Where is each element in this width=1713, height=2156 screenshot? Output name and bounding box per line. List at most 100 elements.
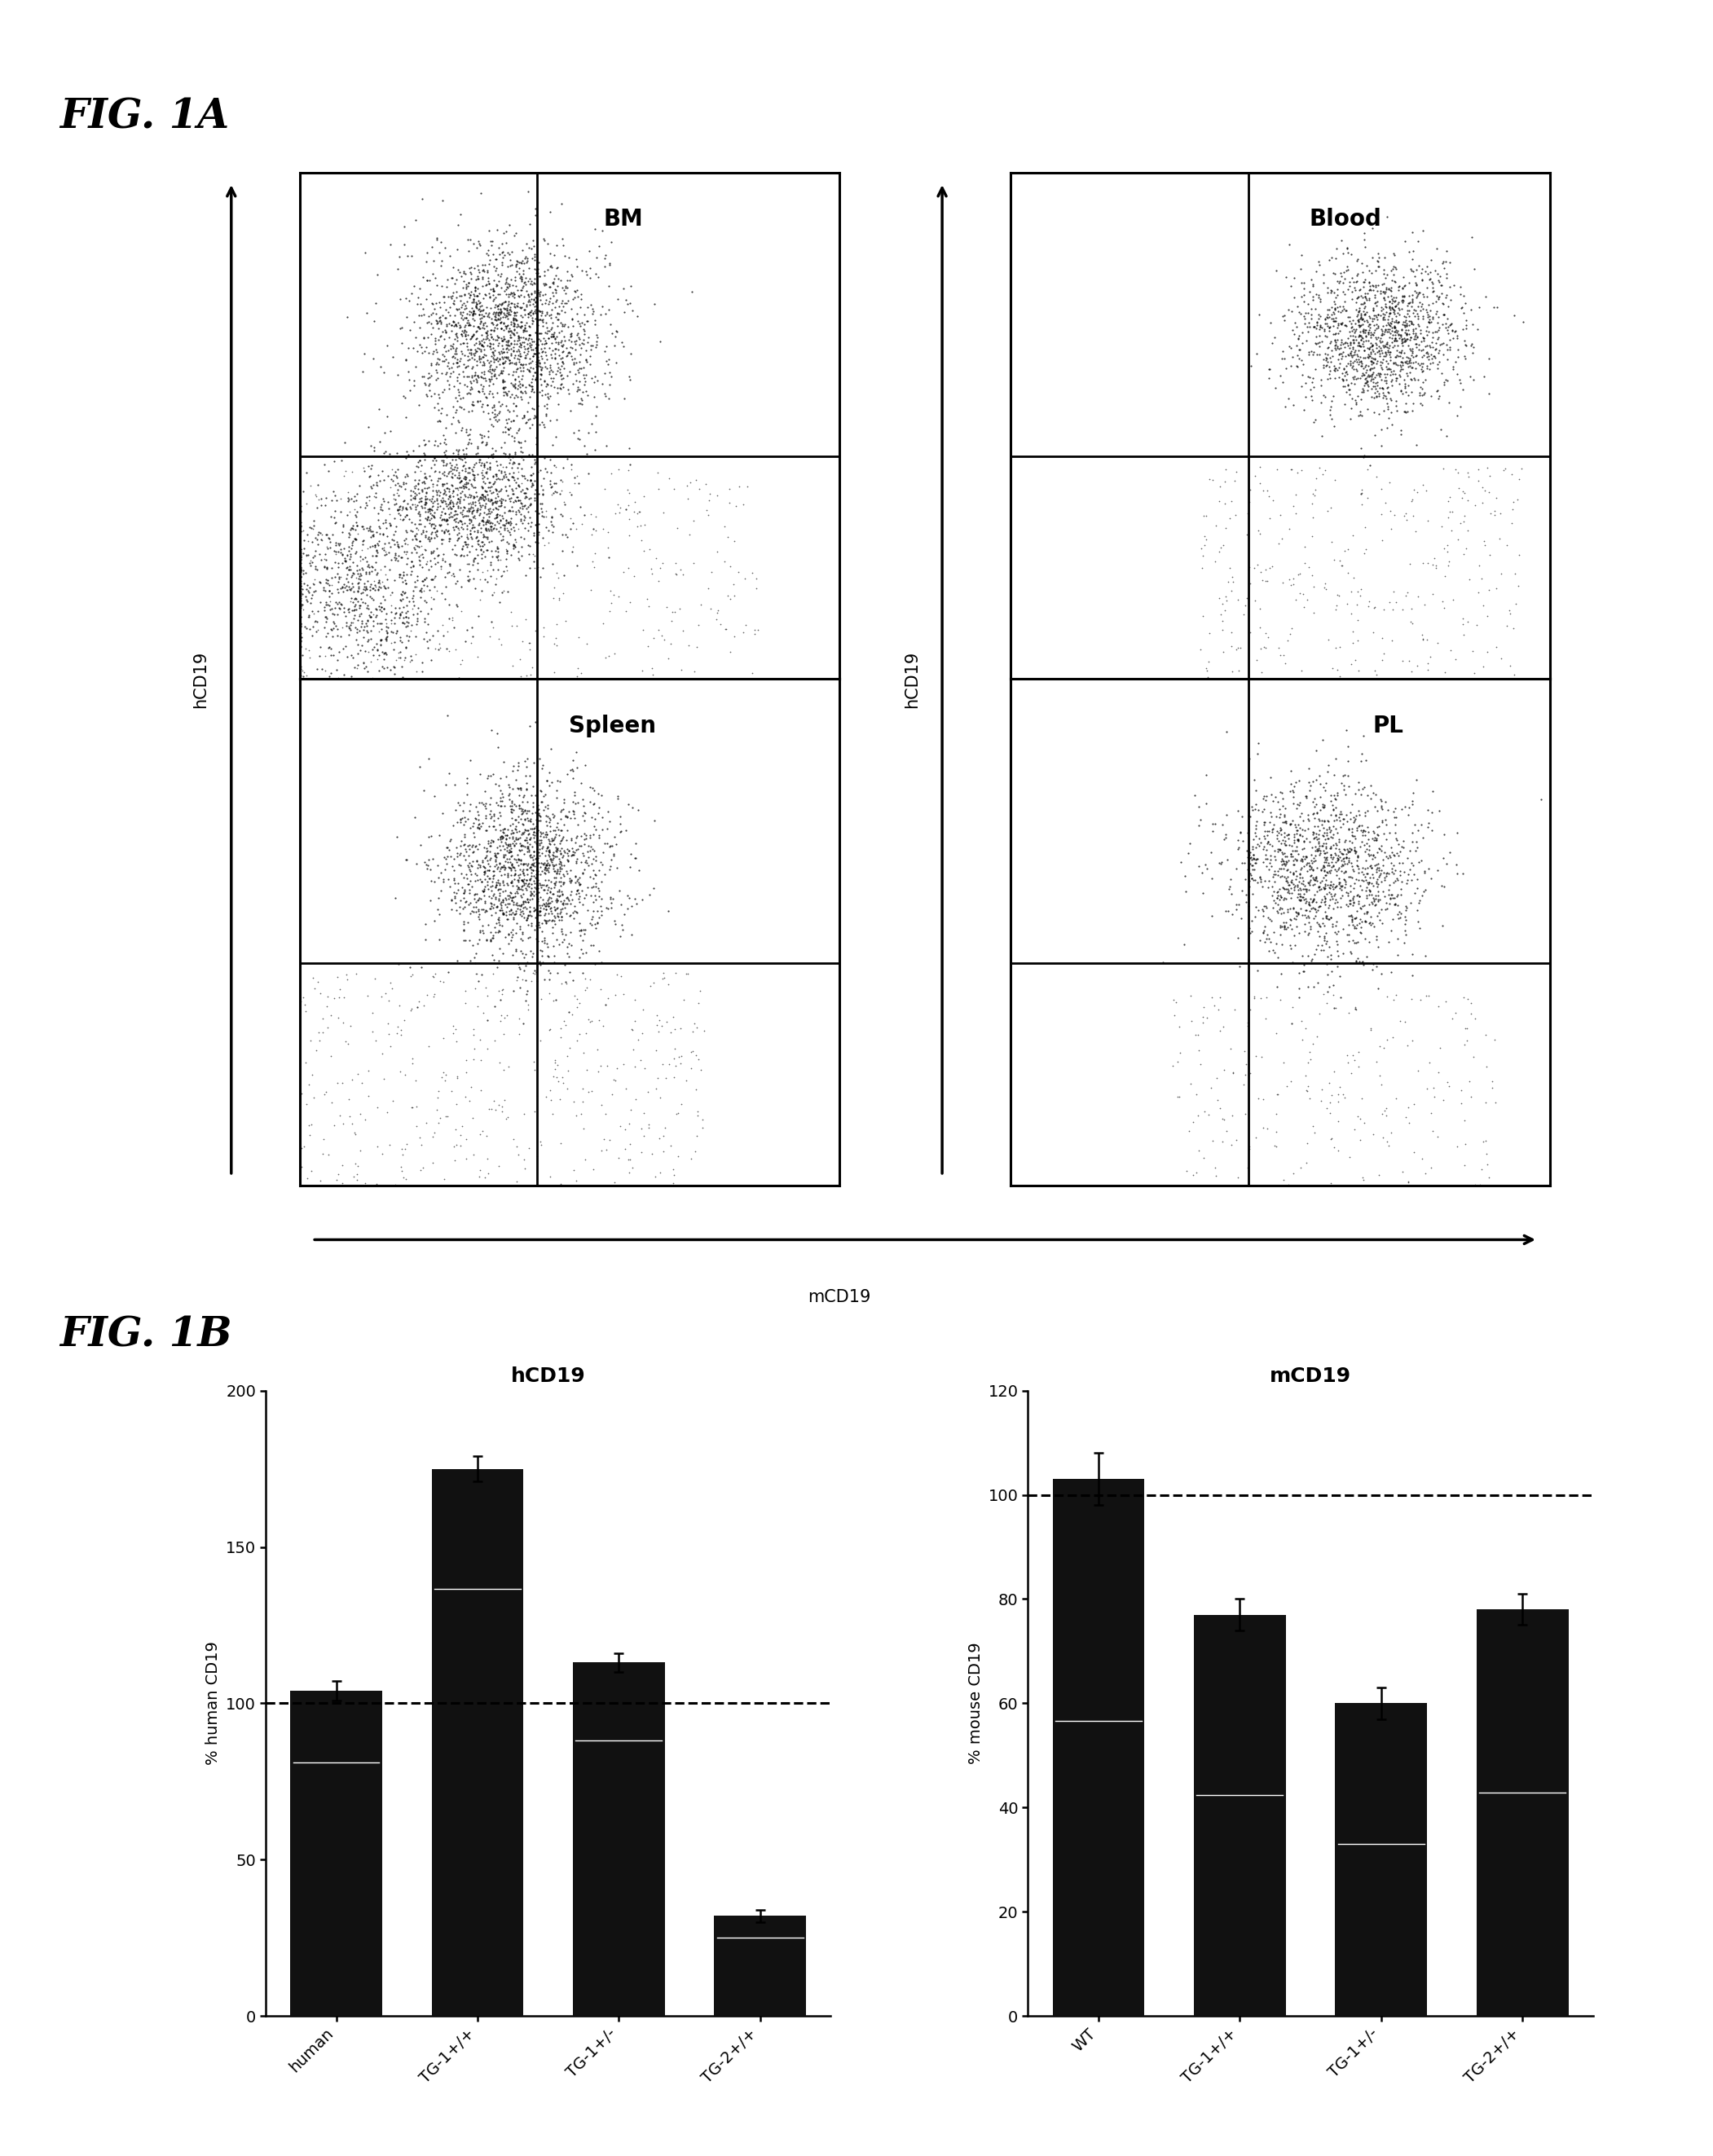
Point: [1295, 849, 1322, 884]
Point: [1343, 586, 1370, 621]
Point: [1424, 1119, 1451, 1153]
Point: [1346, 302, 1374, 336]
Point: [1213, 714, 1240, 748]
Point: [389, 502, 416, 537]
Point: [1388, 830, 1415, 865]
Point: [661, 1061, 689, 1095]
Point: [466, 326, 493, 360]
Point: [521, 815, 548, 849]
Point: [475, 343, 502, 377]
Point: [498, 451, 526, 485]
Point: [1437, 513, 1465, 548]
Point: [1329, 291, 1357, 326]
Point: [406, 524, 433, 558]
Point: [543, 856, 570, 890]
Point: [517, 804, 545, 839]
Point: [526, 496, 553, 530]
Point: [315, 630, 343, 664]
Point: [478, 313, 505, 347]
Point: [1298, 558, 1326, 593]
Point: [536, 841, 564, 875]
Point: [358, 513, 385, 548]
Point: [1334, 908, 1362, 942]
Point: [372, 505, 399, 539]
Point: [505, 494, 533, 528]
Point: [1218, 875, 1245, 910]
Point: [1376, 401, 1403, 436]
Point: [507, 349, 534, 384]
Point: [618, 916, 646, 951]
Point: [1410, 300, 1437, 334]
Point: [577, 880, 605, 914]
Point: [1461, 1003, 1489, 1037]
Point: [454, 425, 481, 459]
Point: [420, 427, 447, 461]
Point: [1250, 910, 1278, 944]
Point: [498, 287, 526, 321]
Point: [440, 474, 468, 509]
Point: [1451, 498, 1478, 533]
Point: [286, 589, 313, 623]
Point: [1187, 530, 1215, 565]
Point: [558, 837, 586, 871]
Point: [483, 461, 510, 496]
Point: [500, 280, 528, 315]
Point: [1326, 351, 1353, 386]
Point: [349, 526, 377, 561]
Point: [440, 502, 468, 537]
Point: [512, 847, 540, 882]
Point: [1297, 1041, 1324, 1076]
Point: [512, 289, 540, 323]
Point: [1408, 334, 1435, 369]
Point: [454, 847, 481, 882]
Point: [546, 464, 574, 498]
Point: [394, 330, 421, 364]
Point: [445, 461, 473, 496]
Point: [560, 888, 588, 923]
Point: [1398, 216, 1425, 250]
Point: [553, 880, 581, 914]
Point: [567, 845, 594, 880]
Point: [1355, 317, 1382, 351]
Point: [581, 841, 608, 875]
Point: [1322, 858, 1350, 893]
Point: [1333, 839, 1360, 873]
Point: [483, 541, 510, 576]
Point: [528, 492, 555, 526]
Point: [1389, 261, 1417, 295]
Point: [324, 662, 351, 696]
Point: [464, 457, 492, 492]
Point: [1326, 852, 1353, 886]
Point: [1362, 287, 1389, 321]
Point: [1262, 453, 1290, 487]
Point: [385, 496, 413, 530]
Point: [569, 1084, 596, 1119]
Point: [468, 470, 495, 505]
Point: [445, 470, 473, 505]
Point: [1292, 869, 1319, 903]
Point: [427, 509, 454, 543]
Point: [1249, 472, 1276, 507]
Point: [1322, 923, 1350, 957]
Point: [510, 298, 538, 332]
Point: [447, 367, 475, 401]
Point: [498, 821, 526, 856]
Point: [1331, 308, 1358, 343]
Point: [1322, 241, 1350, 276]
Point: [456, 250, 483, 285]
Point: [1316, 875, 1343, 910]
Point: [406, 543, 433, 578]
Point: [1504, 569, 1531, 604]
Point: [488, 304, 516, 338]
Point: [368, 530, 396, 565]
Point: [444, 373, 471, 407]
Point: [1449, 474, 1477, 509]
Point: [1449, 313, 1477, 347]
Point: [493, 901, 521, 936]
Point: [510, 744, 538, 778]
Point: [507, 347, 534, 382]
Point: [1345, 293, 1372, 328]
Point: [363, 287, 391, 321]
Point: [517, 877, 545, 912]
Point: [521, 778, 548, 813]
